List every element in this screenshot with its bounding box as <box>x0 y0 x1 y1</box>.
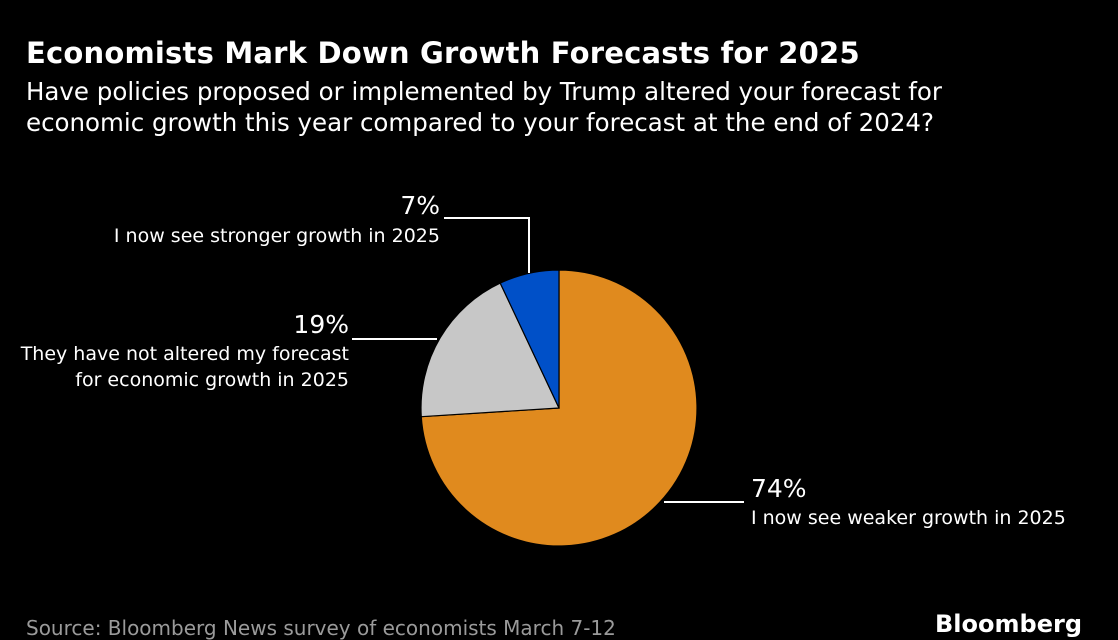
category-label-weaker-growth-line-1: I now see weaker growth in 2025 <box>751 507 1066 529</box>
pie-slice-unchanged-forecast <box>420 282 560 418</box>
category-label-stronger-growth-line-1: I now see stronger growth in 2025 <box>114 225 440 247</box>
chart-subtitle: Have policies proposed or implemented by… <box>26 76 1066 138</box>
pie-slice-stronger-growth <box>499 269 560 409</box>
value-label-unchanged-forecast: 19% <box>293 310 349 339</box>
category-label-unchanged-forecast-line-1: They have not altered my forecast <box>20 343 349 365</box>
subtitle-line-1: Have policies proposed or implemented by… <box>26 77 942 106</box>
chart-title: Economists Mark Down Growth Forecasts fo… <box>26 36 860 70</box>
bloomberg-logo: Bloomberg <box>935 610 1082 638</box>
subtitle-line-2: economic growth this year compared to yo… <box>26 108 935 137</box>
value-label-stronger-growth: 7% <box>400 191 440 220</box>
category-label-unchanged-forecast-line-2: for economic growth in 2025 <box>75 369 349 391</box>
source-note: Source: Bloomberg News survey of economi… <box>26 616 616 640</box>
value-label-weaker-growth: 74% <box>751 474 807 503</box>
leader-line-stronger-growth <box>444 217 530 273</box>
